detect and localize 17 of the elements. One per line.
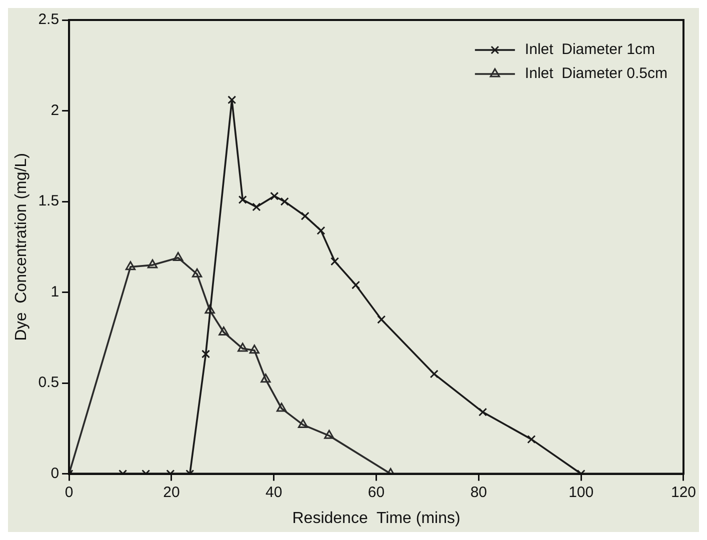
y-tick-label: 1 [50, 283, 60, 300]
y-tick-label: 0 [50, 464, 60, 482]
y-axis-title: Dye Concentration (mg/L) [13, 153, 30, 341]
x-tick-label: 40 [266, 484, 282, 501]
x-axis-title: Residence Time (mins) [292, 510, 460, 527]
legend-label: Inlet Diameter 1cm [524, 41, 655, 58]
y-tick-label: 2.5 [38, 11, 60, 28]
x-tick-label: 0 [64, 484, 74, 501]
y-tick-label: 0.5 [38, 374, 60, 392]
y-tick-label: 2 [50, 102, 60, 119]
x-tick-label: 120 [670, 484, 696, 501]
y-tick-label: 1.5 [38, 192, 60, 210]
x-tick-label: 20 [163, 484, 180, 501]
x-tick-label: 80 [470, 484, 488, 501]
x-tick-label: 100 [568, 484, 594, 501]
legend-label: Inlet Diameter 0.5cm [524, 65, 668, 82]
x-tick-label: 60 [368, 484, 385, 501]
